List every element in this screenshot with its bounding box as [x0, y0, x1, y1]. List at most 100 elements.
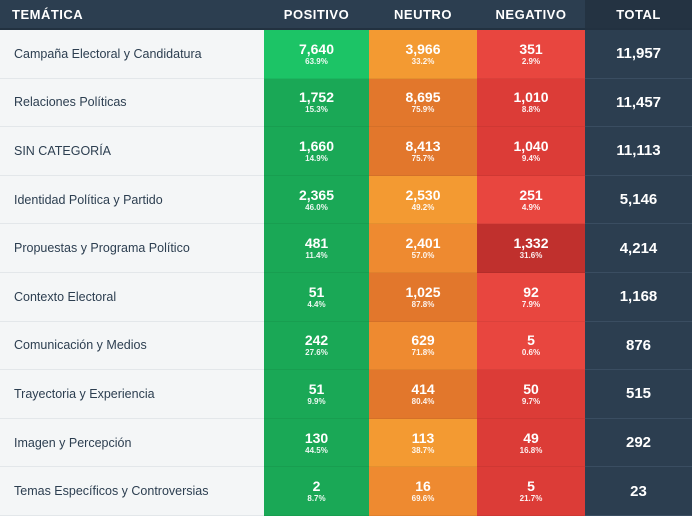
- percent-value: 8.8%: [521, 105, 541, 115]
- positivo-cell: 2 8.7%: [264, 467, 369, 516]
- count-value: 1,010: [513, 89, 549, 106]
- count-value: 2,365: [298, 186, 335, 203]
- percent-value: 49.2%: [411, 202, 435, 212]
- neutro-cell: 2,530 49.2%: [369, 175, 477, 225]
- positivo-cell: 130 44.5%: [264, 418, 369, 468]
- count-value: 1,040: [513, 137, 549, 154]
- count-value: 414: [411, 380, 435, 397]
- positivo-cell: 1,752 15.3%: [264, 78, 369, 128]
- total-value: 876: [585, 321, 692, 371]
- count-value: 50: [523, 380, 539, 397]
- neutro-cell: 1,025 87.8%: [369, 272, 477, 322]
- positivo-cell: 481 11.4%: [264, 224, 369, 273]
- row-label: Campaña Electoral y Candidatura: [0, 30, 264, 79]
- neutro-cell: 8,413 75.7%: [369, 127, 477, 176]
- negativo-cell: 251 4.9%: [477, 175, 585, 225]
- total-value: 11,113: [585, 127, 692, 176]
- count-value: 5: [527, 478, 535, 495]
- percent-value: 4.4%: [307, 299, 326, 309]
- row-label: Imagen y Percepción: [0, 418, 264, 468]
- negativo-cell: 49 16.8%: [477, 418, 585, 468]
- negativo-cell: 1,332 31.6%: [477, 224, 585, 273]
- percent-value: 15.3%: [305, 105, 328, 115]
- count-value: 1,752: [298, 89, 335, 106]
- percent-value: 27.6%: [305, 348, 328, 358]
- neutro-cell: 16 69.6%: [369, 467, 477, 516]
- negativo-cell: 1,040 9.4%: [477, 127, 585, 176]
- negativo-cell: 1,010 8.8%: [477, 78, 585, 128]
- percent-value: 69.6%: [411, 494, 435, 504]
- percent-value: 75.9%: [411, 105, 435, 115]
- total-value: 4,214: [585, 224, 692, 273]
- count-value: 481: [304, 235, 329, 252]
- percent-value: 33.2%: [411, 56, 435, 66]
- percent-value: 21.7%: [519, 494, 543, 504]
- count-value: 251: [519, 186, 543, 203]
- percent-value: 38.7%: [411, 445, 435, 455]
- count-value: 1,332: [513, 235, 549, 252]
- count-value: 51: [308, 283, 325, 300]
- header-total: TOTAL: [585, 0, 692, 30]
- percent-value: 8.7%: [307, 494, 326, 504]
- percent-value: 31.6%: [519, 251, 543, 261]
- count-value: 8,695: [405, 89, 441, 106]
- positivo-cell: 1,660 14.9%: [264, 127, 369, 176]
- percent-value: 75.7%: [411, 153, 435, 163]
- count-value: 2,401: [405, 235, 441, 252]
- percent-value: 87.8%: [411, 299, 435, 309]
- count-value: 1,660: [298, 137, 335, 154]
- neutro-cell: 8,695 75.9%: [369, 78, 477, 128]
- negativo-cell: 351 2.9%: [477, 30, 585, 79]
- percent-value: 80.4%: [411, 396, 435, 406]
- percent-value: 2.9%: [521, 56, 541, 66]
- count-value: 5: [527, 332, 535, 349]
- total-value: 23: [585, 467, 692, 516]
- neutro-cell: 113 38.7%: [369, 418, 477, 468]
- negativo-cell: 50 9.7%: [477, 370, 585, 419]
- count-value: 8,413: [405, 137, 441, 154]
- percent-value: 0.6%: [521, 348, 541, 358]
- percent-value: 9.7%: [521, 396, 541, 406]
- count-value: 1,025: [405, 283, 441, 300]
- count-value: 351: [519, 40, 543, 57]
- total-value: 11,957: [585, 30, 692, 79]
- count-value: 7,640: [298, 40, 335, 57]
- total-value: 5,146: [585, 175, 692, 225]
- total-value: 1,168: [585, 272, 692, 322]
- header-negativo: NEGATIVO: [477, 0, 585, 30]
- percent-value: 57.0%: [411, 251, 435, 261]
- percent-value: 9.4%: [521, 153, 541, 163]
- percent-value: 63.9%: [305, 56, 328, 66]
- percent-value: 16.8%: [519, 445, 543, 455]
- percent-value: 71.8%: [411, 348, 435, 358]
- header-neutro: NEUTRO: [369, 0, 477, 30]
- count-value: 629: [411, 332, 435, 349]
- row-label: SIN CATEGORÍA: [0, 127, 264, 176]
- neutro-cell: 414 80.4%: [369, 370, 477, 419]
- positivo-cell: 51 9.9%: [264, 370, 369, 419]
- count-value: 242: [304, 332, 329, 349]
- row-label: Identidad Política y Partido: [0, 175, 264, 225]
- row-label: Comunicación y Medios: [0, 321, 264, 371]
- neutro-cell: 3,966 33.2%: [369, 30, 477, 79]
- count-value: 2,530: [405, 186, 441, 203]
- count-value: 16: [415, 478, 431, 495]
- percent-value: 11.4%: [305, 251, 328, 261]
- row-label: Propuestas y Programa Político: [0, 224, 264, 273]
- header-tematica: TEMÁTICA: [0, 0, 264, 30]
- neutro-cell: 629 71.8%: [369, 321, 477, 371]
- row-label: Temas Específicos y Controversias: [0, 467, 264, 516]
- total-value: 292: [585, 418, 692, 468]
- percent-value: 4.9%: [521, 202, 541, 212]
- header-positivo: POSITIVO: [264, 0, 369, 30]
- count-value: 49: [523, 429, 539, 446]
- count-value: 130: [304, 429, 329, 446]
- neutro-cell: 2,401 57.0%: [369, 224, 477, 273]
- total-value: 11,457: [585, 78, 692, 128]
- negativo-cell: 92 7.9%: [477, 272, 585, 322]
- row-label: Relaciones Políticas: [0, 78, 264, 128]
- positivo-cell: 2,365 46.0%: [264, 175, 369, 225]
- total-value: 515: [585, 370, 692, 419]
- positivo-cell: 7,640 63.9%: [264, 30, 369, 79]
